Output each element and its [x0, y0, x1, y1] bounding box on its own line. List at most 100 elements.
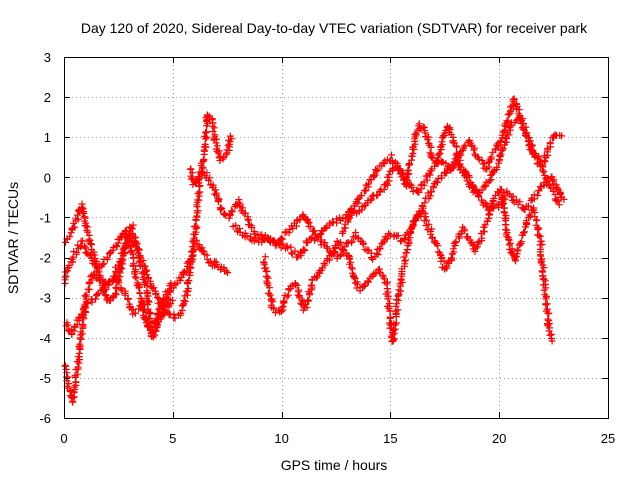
- data-point: [71, 223, 79, 231]
- data-point: [212, 139, 220, 147]
- data-point: [266, 291, 274, 299]
- data-point: [434, 242, 442, 250]
- data-point: [62, 322, 70, 330]
- data-point: [346, 206, 354, 214]
- data-point: [428, 225, 436, 233]
- axis-ticks: [64, 57, 609, 419]
- data-point: [437, 142, 445, 150]
- data-point: [359, 240, 367, 248]
- data-point: [471, 248, 479, 255]
- data-point: [534, 192, 542, 199]
- data-point: [498, 199, 505, 207]
- data-point: [336, 252, 344, 260]
- data-point: [391, 158, 399, 166]
- data-point: [367, 254, 375, 262]
- data-point: [526, 211, 533, 219]
- data-point: [331, 249, 339, 256]
- data-point: [64, 373, 72, 381]
- data-point: [475, 189, 483, 197]
- y-tick-label: -3: [39, 291, 51, 306]
- data-point: [537, 258, 545, 265]
- data-point: [293, 281, 301, 289]
- data-point: [180, 297, 188, 304]
- data-point: [85, 286, 93, 293]
- data-point: [506, 239, 514, 247]
- data-point: [496, 152, 504, 159]
- data-point: [361, 187, 369, 195]
- data-point: [194, 207, 202, 215]
- data-point: [482, 199, 489, 207]
- data-point: [425, 220, 433, 228]
- data-point: [524, 203, 532, 210]
- data-point: [129, 254, 137, 262]
- data-point: [348, 237, 356, 245]
- data-point: [408, 183, 416, 191]
- data-point: [194, 196, 202, 204]
- data-point: [505, 235, 513, 243]
- data-point: [70, 327, 78, 335]
- data-point: [304, 296, 312, 304]
- data-point: [537, 238, 545, 245]
- data-point: [62, 268, 70, 276]
- data-point: [184, 288, 192, 296]
- data-point: [486, 177, 494, 185]
- data-point: [321, 261, 329, 269]
- data-point: [520, 229, 528, 237]
- data-point: [463, 177, 471, 185]
- data-point: [468, 182, 476, 190]
- data-point: [426, 149, 434, 157]
- data-point: [193, 223, 201, 231]
- data-point: [337, 251, 345, 259]
- data-point: [201, 132, 208, 140]
- data-point: [304, 239, 312, 247]
- data-point: [92, 295, 100, 303]
- data-point: [521, 228, 528, 236]
- data-point: [408, 225, 416, 233]
- data-point: [540, 264, 548, 272]
- data-point: [424, 136, 432, 144]
- data-point: [129, 221, 137, 229]
- data-point: [141, 315, 149, 323]
- data-point: [354, 195, 362, 203]
- data-point: [545, 310, 553, 317]
- data-point: [452, 238, 460, 246]
- data-point: [383, 235, 391, 243]
- data-point: [300, 245, 308, 253]
- data-point: [212, 186, 219, 194]
- data-point: [214, 198, 222, 205]
- data-point: [515, 110, 523, 118]
- data-point: [438, 141, 446, 149]
- data-point: [361, 282, 369, 289]
- y-tick-label: -1: [39, 210, 51, 225]
- data-point: [413, 211, 421, 219]
- data-point: [241, 209, 249, 217]
- data-point: [191, 230, 199, 238]
- data-point: [291, 247, 299, 255]
- data-point: [66, 233, 74, 241]
- data-point: [124, 295, 132, 303]
- data-point: [534, 187, 542, 195]
- y-tick-label: -5: [39, 371, 51, 386]
- data-point: [164, 291, 172, 299]
- data-point: [287, 243, 295, 251]
- data-point: [222, 267, 230, 275]
- data-point: [388, 334, 396, 341]
- data-point: [84, 228, 92, 236]
- data-point: [136, 283, 144, 291]
- data-point: [84, 299, 92, 307]
- data-point: [521, 206, 529, 214]
- data-point: [152, 290, 160, 297]
- data-point: [541, 158, 549, 166]
- data-point: [280, 298, 288, 306]
- y-tick-label: 3: [44, 50, 51, 65]
- data-point: [206, 174, 214, 182]
- data-point: [376, 245, 384, 253]
- data-point: [76, 340, 84, 348]
- data-point: [74, 363, 82, 371]
- data-point: [540, 168, 547, 176]
- data-point: [499, 145, 507, 152]
- data-point: [535, 231, 543, 239]
- data-point: [115, 279, 123, 287]
- data-point: [248, 224, 256, 232]
- data-point: [157, 311, 165, 319]
